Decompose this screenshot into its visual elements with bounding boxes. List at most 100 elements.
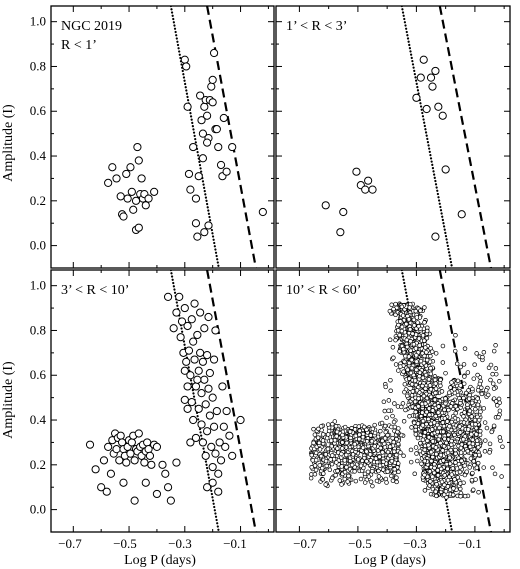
data-point bbox=[447, 455, 452, 460]
data-point bbox=[370, 468, 375, 474]
data-point bbox=[438, 377, 443, 383]
data-point bbox=[433, 351, 439, 356]
data-point bbox=[377, 463, 383, 468]
data-point bbox=[428, 365, 433, 371]
data-point bbox=[490, 371, 495, 377]
data-point bbox=[389, 473, 394, 479]
data-point bbox=[390, 413, 395, 419]
data-point bbox=[387, 308, 393, 314]
data-point bbox=[380, 450, 385, 455]
panel-label: 3’ < R < 10’ bbox=[61, 283, 129, 298]
data-point bbox=[183, 321, 192, 331]
data-point bbox=[99, 456, 109, 465]
data-point bbox=[350, 452, 356, 457]
data-point bbox=[191, 219, 201, 228]
data-point bbox=[424, 335, 430, 341]
data-point bbox=[461, 414, 466, 419]
data-point bbox=[441, 429, 446, 435]
data-point bbox=[435, 473, 441, 478]
data-point bbox=[428, 387, 434, 392]
data-point bbox=[91, 465, 100, 474]
data-point bbox=[318, 453, 324, 459]
data-point bbox=[430, 439, 436, 444]
data-point bbox=[112, 174, 121, 183]
data-point bbox=[390, 478, 396, 483]
data-point bbox=[329, 475, 335, 481]
data-point bbox=[454, 361, 460, 367]
data-point bbox=[205, 411, 214, 420]
data-point bbox=[424, 421, 429, 427]
data-point bbox=[180, 366, 189, 375]
data-point bbox=[442, 416, 448, 421]
data-point bbox=[458, 400, 463, 406]
data-point bbox=[493, 366, 499, 371]
data-point bbox=[183, 404, 192, 413]
data-point bbox=[368, 479, 374, 485]
data-point bbox=[398, 364, 403, 369]
data-point bbox=[122, 458, 131, 467]
data-point bbox=[421, 433, 427, 439]
data-point bbox=[211, 449, 220, 458]
data-point bbox=[222, 406, 231, 416]
data-point bbox=[193, 375, 202, 384]
data-point bbox=[308, 475, 314, 481]
data-point bbox=[312, 463, 318, 468]
data-point bbox=[189, 415, 198, 425]
data-point bbox=[452, 432, 457, 438]
data-point bbox=[373, 456, 379, 461]
data-point bbox=[207, 442, 216, 452]
data-point bbox=[416, 323, 421, 329]
data-point bbox=[388, 388, 393, 394]
data-point bbox=[362, 480, 368, 485]
data-point bbox=[441, 165, 450, 174]
data-point bbox=[198, 129, 208, 138]
data-point bbox=[415, 458, 420, 464]
data-point bbox=[450, 466, 456, 471]
data-point bbox=[344, 440, 349, 446]
data-point bbox=[420, 418, 426, 424]
data-point bbox=[497, 408, 503, 414]
data-point bbox=[411, 342, 417, 347]
data-point bbox=[190, 299, 199, 308]
data-point bbox=[104, 442, 113, 452]
data-point bbox=[203, 483, 212, 492]
data-point bbox=[438, 452, 444, 458]
data-point bbox=[368, 185, 377, 194]
data-point bbox=[218, 382, 227, 391]
data-point bbox=[361, 185, 370, 194]
data-point bbox=[196, 91, 205, 100]
data-point bbox=[106, 469, 116, 478]
data-point bbox=[428, 353, 433, 359]
data-point bbox=[398, 450, 403, 455]
data-point bbox=[397, 332, 402, 338]
data-point bbox=[413, 432, 419, 437]
data-point bbox=[435, 429, 440, 435]
data-point bbox=[496, 396, 502, 402]
data-point bbox=[127, 438, 136, 447]
data-point bbox=[208, 98, 217, 107]
data-point bbox=[212, 406, 221, 416]
data-point bbox=[450, 492, 456, 498]
data-point bbox=[196, 348, 205, 357]
data-point bbox=[408, 327, 413, 332]
data-point bbox=[497, 435, 503, 440]
data-point bbox=[352, 167, 361, 176]
data-point bbox=[395, 328, 401, 333]
data-point bbox=[408, 370, 414, 376]
data-point bbox=[355, 457, 361, 462]
data-point bbox=[472, 462, 477, 468]
data-point bbox=[453, 451, 458, 456]
data-point bbox=[448, 385, 453, 390]
data-point bbox=[201, 400, 210, 409]
data-point bbox=[467, 465, 472, 470]
data-point bbox=[424, 328, 430, 334]
data-point bbox=[443, 370, 448, 376]
y-axis-title: Amplitude (I) bbox=[1, 361, 16, 439]
data-point bbox=[380, 438, 385, 444]
data-point bbox=[205, 368, 214, 378]
data-point bbox=[420, 383, 425, 389]
data-point bbox=[473, 452, 478, 458]
data-point bbox=[406, 354, 412, 359]
data-point bbox=[203, 138, 212, 147]
